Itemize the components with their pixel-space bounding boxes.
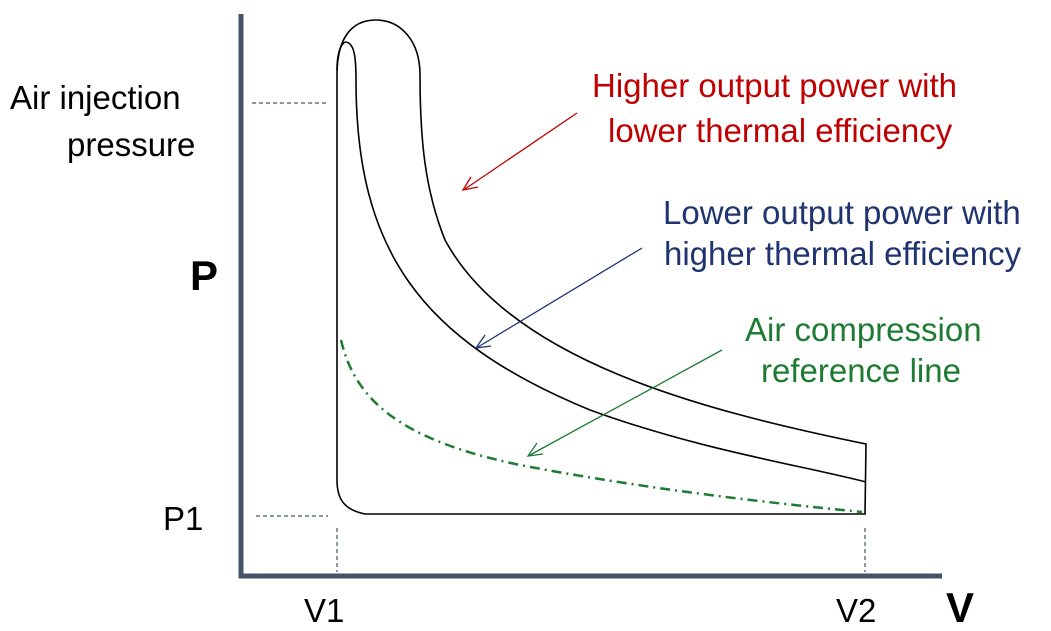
- lower-output-arrowhead: [474, 334, 492, 349]
- lower-output-annotation-line1: Lower output power with: [663, 194, 1021, 231]
- inner-curve-start: [336, 41, 346, 71]
- v2-label: V2: [836, 592, 877, 629]
- x-axis-label: V: [946, 584, 975, 631]
- reference-annotation-line1: Air compression: [745, 311, 982, 348]
- higher-output-cycle-curve: [336, 19, 867, 515]
- lower-output-expansion-curve: [344, 41, 867, 483]
- higher-output-arrow-line: [464, 112, 578, 190]
- reference-arrow-line: [529, 349, 723, 456]
- y-axis-label: P: [190, 252, 219, 299]
- air-injection-pressure-label-line1: Air injection: [10, 79, 181, 116]
- p1-label: P1: [163, 500, 204, 537]
- higher-output-annotation-line1: Higher output power with: [592, 67, 958, 104]
- air-injection-pressure-label-line2: pressure: [67, 126, 196, 163]
- lower-output-annotation-line2: higher thermal efficiency: [664, 235, 1022, 272]
- higher-output-arrowhead: [461, 176, 479, 191]
- v1-label: V1: [304, 592, 345, 629]
- higher-output-annotation-line2: lower thermal efficiency: [608, 112, 953, 149]
- reference-arrowhead: [526, 442, 544, 457]
- lower-output-arrow-line: [477, 247, 643, 348]
- reference-annotation-line2: reference line: [761, 352, 961, 389]
